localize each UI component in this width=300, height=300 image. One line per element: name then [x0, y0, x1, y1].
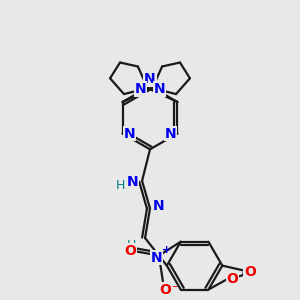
Text: O: O [124, 244, 136, 258]
Text: N: N [153, 200, 165, 214]
Text: +: + [162, 244, 172, 255]
Text: N: N [151, 250, 163, 265]
Text: N: N [153, 82, 165, 96]
Text: ⁻: ⁻ [172, 284, 178, 296]
Text: N: N [124, 127, 135, 140]
Text: O: O [226, 272, 238, 286]
Text: N: N [144, 72, 156, 86]
Text: N: N [165, 127, 176, 140]
Text: N: N [135, 82, 147, 96]
Text: N: N [126, 175, 138, 189]
Text: O: O [244, 265, 256, 279]
Text: H: H [116, 179, 125, 192]
Text: H: H [127, 239, 136, 252]
Text: O: O [159, 283, 171, 297]
